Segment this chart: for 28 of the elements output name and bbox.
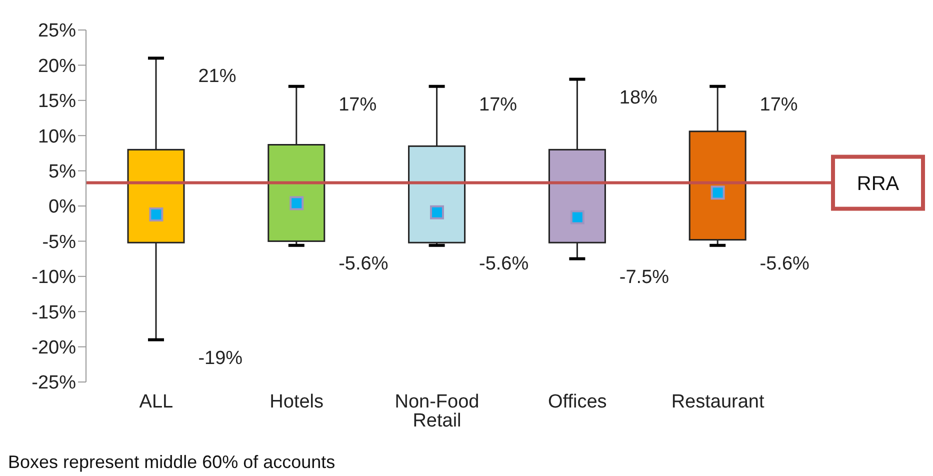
y-tick-label: -20% bbox=[32, 338, 76, 359]
x-tick-label: Hotels bbox=[270, 391, 324, 412]
annotation: -5.6% bbox=[760, 253, 810, 274]
annotation: 21% bbox=[198, 66, 236, 88]
x-tick-label: Non-Food Retail bbox=[394, 391, 480, 432]
x-tick-label: Offices bbox=[548, 391, 607, 412]
annotation: -5.6% bbox=[338, 253, 388, 274]
annotation: 17% bbox=[338, 94, 377, 116]
x-tick-label: Restaurant bbox=[671, 391, 765, 412]
y-tick-label: 10% bbox=[38, 126, 76, 148]
annotation: -5.6% bbox=[479, 253, 529, 274]
annotation: -19% bbox=[198, 348, 243, 369]
y-tick-label: -25% bbox=[32, 372, 76, 394]
y-tick-label: 0% bbox=[48, 196, 76, 218]
annotation: 18% bbox=[619, 87, 658, 108]
y-tick-label: 5% bbox=[48, 162, 76, 183]
x-tick-label: ALL bbox=[139, 391, 174, 412]
y-tick-label: -15% bbox=[32, 302, 76, 324]
annotation: 17% bbox=[479, 94, 518, 116]
annotation: -7.5% bbox=[619, 266, 670, 288]
ref-line-label: RRA bbox=[856, 172, 900, 195]
y-tick-label: -10% bbox=[32, 267, 76, 288]
y-tick-label: -5% bbox=[42, 232, 76, 253]
annotation: 17% bbox=[760, 94, 798, 116]
text: Boxes represent middle 60% of accounts bbox=[8, 452, 336, 473]
y-tick-label: 20% bbox=[38, 56, 76, 77]
y-tick-label: 15% bbox=[38, 91, 76, 112]
y-tick-label: 25% bbox=[38, 20, 76, 42]
